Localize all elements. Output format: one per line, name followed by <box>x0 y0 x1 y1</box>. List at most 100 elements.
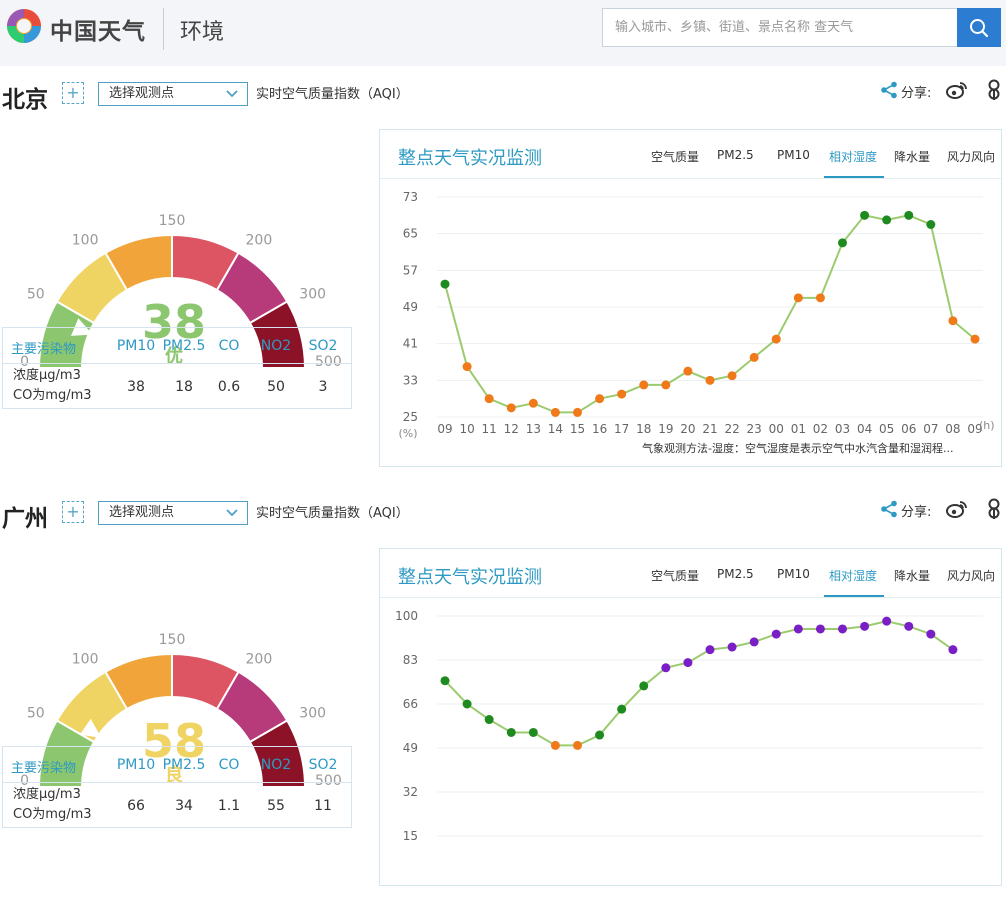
chart-note[interactable]: 气象观测方法-湿度：空气湿度是表示空气中水汽含量和湿润程... <box>642 442 954 455</box>
data-point[interactable] <box>617 704 627 714</box>
search-button[interactable] <box>957 8 1001 47</box>
brand-name[interactable]: 中国天气 <box>50 19 146 45</box>
chart-divider <box>380 178 1001 179</box>
data-point[interactable] <box>815 624 825 634</box>
data-point[interactable] <box>506 403 516 413</box>
data-point[interactable] <box>573 407 582 417</box>
pollutant-values-row: 浓度μg/m3 CO为mg/m3 66 34 1.1 55 11 <box>3 783 351 827</box>
data-point[interactable] <box>705 375 715 385</box>
tab-air-quality[interactable]: 空气质量 <box>651 150 700 164</box>
search-input[interactable] <box>602 8 958 47</box>
data-point[interactable] <box>595 730 605 740</box>
data-point[interactable] <box>550 407 560 417</box>
data-point[interactable] <box>506 727 516 737</box>
pollutant-table: 主要污染物 PM10 PM2.5 CO NO2 SO2 浓度μg/m3 CO为m… <box>2 746 352 828</box>
x-tick-label: 01 <box>791 422 806 436</box>
aqi-level: 良 <box>165 764 183 786</box>
data-point[interactable] <box>550 740 560 750</box>
y-tick-label: 83 <box>403 653 418 667</box>
data-point[interactable] <box>948 316 958 326</box>
data-point[interactable] <box>948 645 958 655</box>
data-point[interactable] <box>639 681 649 691</box>
tab-pm25[interactable]: PM2.5 <box>717 567 754 581</box>
tab-wind[interactable]: 风力风向 <box>947 569 996 583</box>
data-point[interactable] <box>749 352 759 362</box>
share-icon[interactable] <box>880 81 898 99</box>
data-point[interactable] <box>528 727 538 737</box>
data-point[interactable] <box>838 238 847 248</box>
data-point[interactable] <box>970 334 980 344</box>
tab-humidity[interactable]: 相对湿度 <box>829 150 878 164</box>
y-tick-label: 100 <box>395 609 418 623</box>
tab-wind[interactable]: 风力风向 <box>947 150 996 164</box>
data-point[interactable] <box>926 629 936 639</box>
gauge-pointer <box>79 718 102 738</box>
gauge-scale-label: 300 <box>299 706 326 722</box>
station-select[interactable]: 选择观测点 <box>98 501 248 525</box>
pollutant-header-row: 主要污染物 PM10 PM2.5 CO NO2 SO2 <box>3 747 351 783</box>
search-icon <box>970 18 989 37</box>
data-point[interactable] <box>771 334 781 344</box>
add-city-button[interactable]: + <box>62 501 84 523</box>
share-icon[interactable] <box>880 500 898 518</box>
wechat-icon[interactable] <box>986 498 1002 520</box>
pollutant-header-row: 主要污染物 PM10 PM2.5 CO NO2 SO2 <box>3 328 351 364</box>
station-select-label: 选择观测点 <box>109 505 175 520</box>
tab-pm10[interactable]: PM10 <box>777 148 810 162</box>
add-city-button[interactable]: + <box>62 82 84 104</box>
data-point[interactable] <box>771 629 781 639</box>
data-point[interactable] <box>440 279 450 289</box>
tab-precipitation[interactable]: 降水量 <box>894 150 931 164</box>
section-title[interactable]: 环境 <box>180 20 225 45</box>
data-point[interactable] <box>661 380 671 390</box>
tab-pm25[interactable]: PM2.5 <box>717 148 754 162</box>
tab-humidity[interactable]: 相对湿度 <box>829 569 878 583</box>
tab-pm10[interactable]: PM10 <box>777 567 810 581</box>
x-tick-label: 08 <box>945 422 960 436</box>
data-point[interactable] <box>705 645 715 655</box>
pollutant-value-no2: 55 <box>267 798 285 814</box>
data-point[interactable] <box>793 293 803 303</box>
x-tick-label: 17 <box>614 422 629 436</box>
data-point[interactable] <box>882 616 892 626</box>
data-point[interactable] <box>462 699 472 709</box>
logo-icon[interactable] <box>4 6 44 46</box>
x-tick-label: 11 <box>482 422 497 436</box>
data-point[interactable] <box>440 676 450 686</box>
data-point[interactable] <box>904 210 914 220</box>
weibo-icon[interactable] <box>946 80 968 100</box>
data-point[interactable] <box>595 394 605 404</box>
data-point[interactable] <box>838 624 847 634</box>
y-tick-label: 49 <box>403 741 418 755</box>
data-point[interactable] <box>661 663 671 673</box>
data-point[interactable] <box>815 293 825 303</box>
data-point[interactable] <box>749 637 759 647</box>
tab-precipitation[interactable]: 降水量 <box>894 569 931 583</box>
data-point[interactable] <box>462 362 472 372</box>
data-point[interactable] <box>727 371 737 381</box>
weibo-icon[interactable] <box>946 499 968 519</box>
y-axis-unit: (%) <box>398 427 417 440</box>
data-point[interactable] <box>860 621 870 631</box>
y-tick-label: 15 <box>403 829 418 843</box>
station-select[interactable]: 选择观测点 <box>98 82 248 106</box>
data-point[interactable] <box>904 621 914 631</box>
data-point[interactable] <box>882 215 892 225</box>
data-point[interactable] <box>484 394 494 404</box>
data-point[interactable] <box>528 398 538 408</box>
data-point[interactable] <box>639 380 649 390</box>
data-point[interactable] <box>617 389 627 399</box>
tab-air-quality[interactable]: 空气质量 <box>651 569 700 583</box>
data-point[interactable] <box>683 658 693 668</box>
data-point[interactable] <box>793 624 803 634</box>
wechat-icon[interactable] <box>986 79 1002 101</box>
data-point[interactable] <box>573 740 582 750</box>
y-tick-label: 33 <box>403 373 418 387</box>
data-point[interactable] <box>926 220 936 229</box>
data-point[interactable] <box>683 366 693 376</box>
active-tab-indicator <box>824 595 884 597</box>
data-point[interactable] <box>484 715 494 725</box>
data-point[interactable] <box>860 210 870 220</box>
data-point[interactable] <box>727 642 737 652</box>
aqi-value: 58 <box>142 714 206 768</box>
